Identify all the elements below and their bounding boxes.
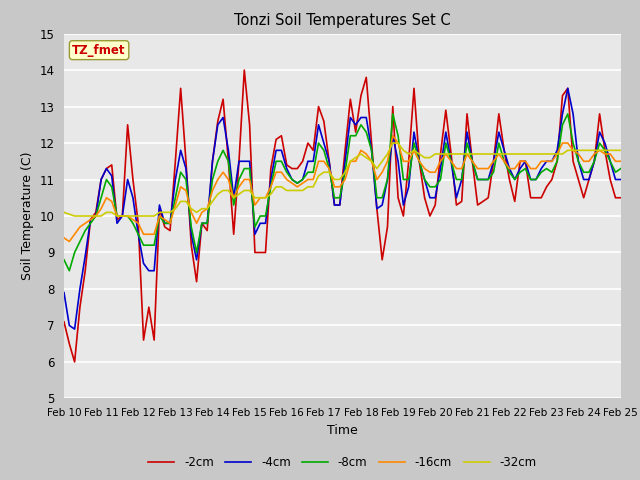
-4cm	[548, 158, 556, 164]
-8cm	[399, 177, 407, 182]
-32cm	[431, 151, 439, 157]
-16cm	[452, 166, 460, 171]
-8cm	[431, 184, 439, 190]
-8cm	[60, 257, 68, 263]
-16cm	[394, 140, 402, 146]
-2cm	[71, 359, 79, 365]
-32cm	[81, 213, 89, 219]
-2cm	[617, 195, 625, 201]
-4cm	[617, 177, 625, 182]
-4cm	[60, 290, 68, 296]
-16cm	[617, 158, 625, 164]
-32cm	[389, 140, 397, 146]
-4cm	[71, 326, 79, 332]
-8cm	[65, 268, 73, 274]
-16cm	[399, 158, 407, 164]
-2cm	[60, 319, 68, 324]
-16cm	[431, 169, 439, 175]
-4cm	[394, 158, 402, 164]
-32cm	[399, 147, 407, 153]
-16cm	[81, 220, 89, 226]
Line: -16cm: -16cm	[64, 136, 621, 241]
Line: -8cm: -8cm	[64, 114, 621, 271]
Line: -4cm: -4cm	[64, 88, 621, 329]
-2cm	[241, 67, 248, 73]
-32cm	[554, 151, 561, 157]
-8cm	[452, 177, 460, 182]
-16cm	[65, 239, 73, 244]
-8cm	[617, 166, 625, 171]
-8cm	[81, 228, 89, 233]
-2cm	[431, 202, 439, 208]
-2cm	[81, 268, 89, 274]
-32cm	[452, 151, 460, 157]
-16cm	[60, 235, 68, 241]
-2cm	[452, 202, 460, 208]
Y-axis label: Soil Temperature (C): Soil Temperature (C)	[20, 152, 34, 280]
-8cm	[389, 111, 397, 117]
-4cm	[447, 158, 455, 164]
-4cm	[81, 253, 89, 259]
-32cm	[71, 213, 79, 219]
-8cm	[394, 133, 402, 139]
-16cm	[389, 133, 397, 139]
-2cm	[399, 213, 407, 219]
-32cm	[394, 140, 402, 146]
-8cm	[554, 158, 561, 164]
-32cm	[60, 209, 68, 215]
-32cm	[617, 147, 625, 153]
X-axis label: Time: Time	[327, 424, 358, 437]
-2cm	[394, 195, 402, 201]
-16cm	[554, 151, 561, 157]
Text: TZ_fmet: TZ_fmet	[72, 44, 126, 57]
Title: Tonzi Soil Temperatures Set C: Tonzi Soil Temperatures Set C	[234, 13, 451, 28]
Line: -2cm: -2cm	[64, 70, 621, 362]
Line: -32cm: -32cm	[64, 143, 621, 216]
-4cm	[389, 133, 397, 139]
-4cm	[426, 195, 434, 201]
-4cm	[564, 85, 572, 91]
Legend: -2cm, -4cm, -8cm, -16cm, -32cm: -2cm, -4cm, -8cm, -16cm, -32cm	[144, 452, 541, 474]
-2cm	[554, 158, 561, 164]
